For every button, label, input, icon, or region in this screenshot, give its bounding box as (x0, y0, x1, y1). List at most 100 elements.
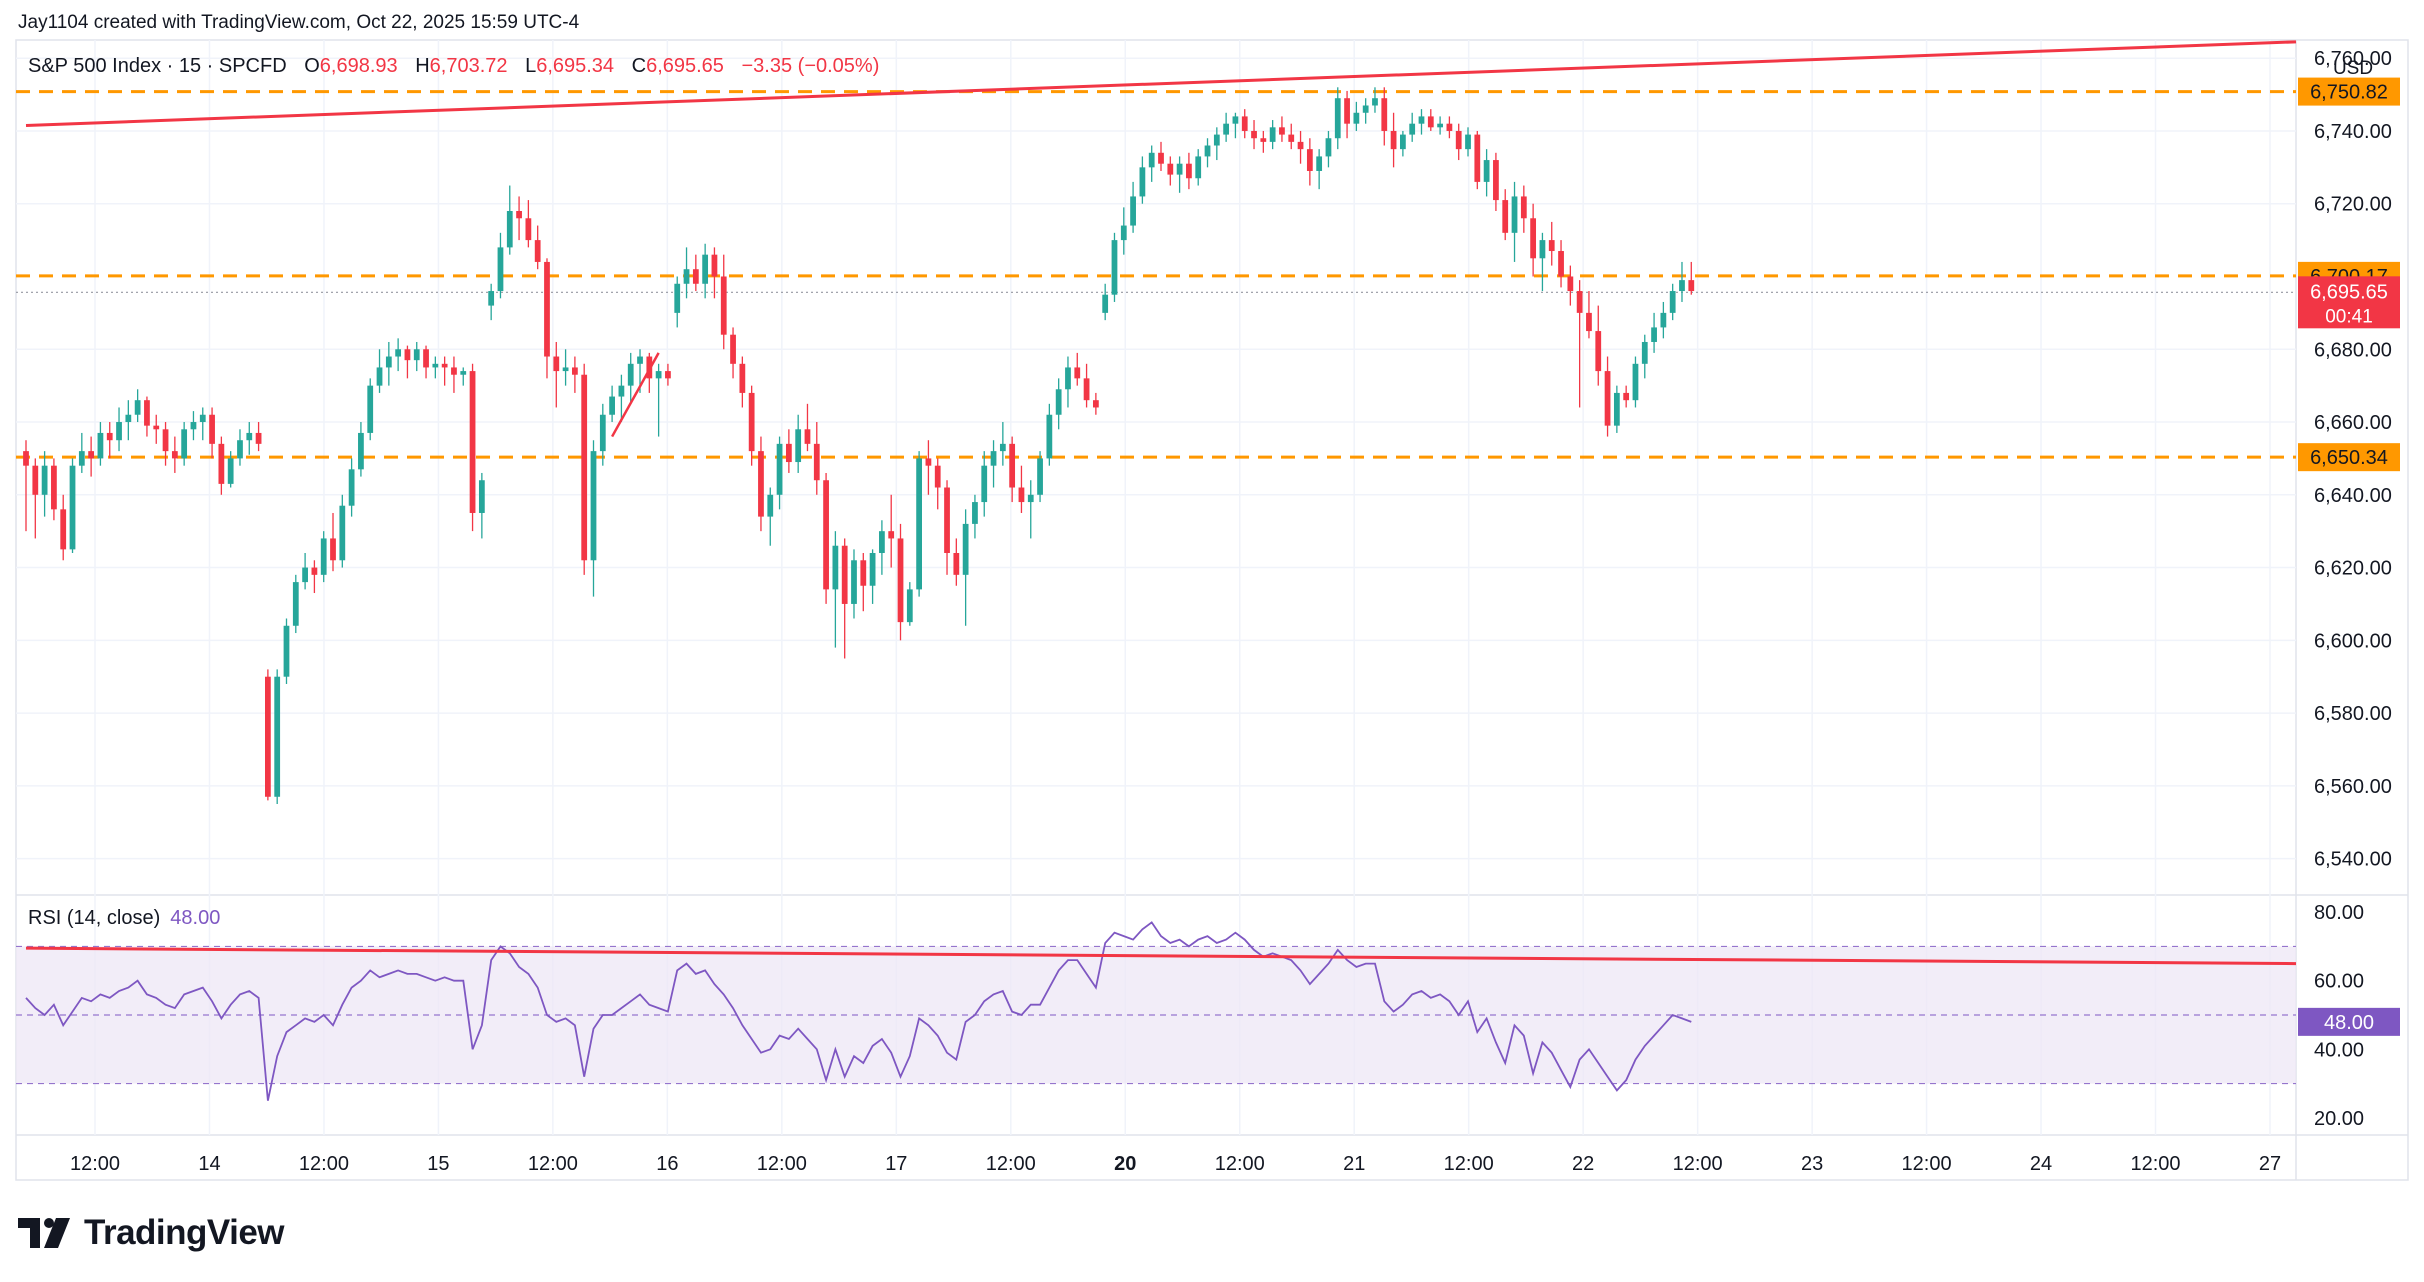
candle-body (553, 356, 560, 372)
candle-body (1130, 196, 1136, 226)
change-value: −3.35 (−0.05%) (741, 55, 880, 77)
candle-body (1055, 389, 1062, 415)
time-tick-label: 12:00 (757, 1153, 807, 1175)
high-label: H (415, 55, 430, 77)
open-label: O (304, 55, 320, 77)
candle-body (227, 458, 234, 484)
chart-border (15, 39, 2409, 1181)
candle-body (1102, 294, 1109, 313)
candle-body (292, 582, 299, 626)
candle-body (144, 400, 150, 426)
time-tick-label: 12:00 (986, 1153, 1036, 1175)
candle-body (376, 367, 383, 386)
candle-body (1539, 240, 1546, 259)
candle-body (395, 349, 402, 357)
candle-body (767, 494, 774, 517)
candle-body (1632, 363, 1639, 401)
candle-body (1474, 134, 1481, 182)
candle-body (1651, 327, 1657, 342)
close-label: C (631, 55, 647, 77)
tradingview-logo-icon (18, 1218, 70, 1248)
candle-body (1502, 200, 1509, 233)
symbol-label[interactable]: S&P 500 Index · 15 · SPCFD (28, 55, 287, 77)
candle-body (1390, 130, 1397, 150)
rsi-trendline (25, 946, 2297, 966)
candle-body (944, 487, 950, 553)
brand[interactable]: TradingView (18, 1208, 285, 1258)
candle-body (60, 509, 67, 550)
price-tick-label: 6,540.00 (2314, 849, 2392, 871)
candle-body (404, 349, 411, 361)
price-tick-label: 6,600.00 (2314, 630, 2392, 652)
candle-body (1046, 414, 1053, 459)
candle-body (1372, 98, 1378, 106)
candle-body (1251, 130, 1257, 139)
candle-body (1530, 218, 1537, 259)
time-tick-label: 20 (1114, 1153, 1136, 1175)
candle-body (1065, 367, 1071, 390)
candle-body (311, 567, 318, 575)
level-price-tag (2298, 443, 2400, 472)
candle-body (320, 538, 327, 575)
candle-body (720, 276, 727, 335)
candle-body (906, 589, 913, 623)
candle-body (488, 291, 495, 306)
price-tick-label: 6,720.00 (2314, 194, 2392, 216)
currency-button[interactable]: USD (2332, 58, 2374, 79)
candle-body (869, 553, 876, 586)
candle-body (1297, 141, 1304, 150)
candle-body (246, 432, 253, 441)
candle-body (1241, 116, 1248, 131)
candle-body (23, 451, 29, 466)
candle-body (525, 218, 532, 241)
candle-body (153, 425, 160, 430)
candle-body (302, 567, 308, 583)
candle-body (934, 465, 941, 488)
level-price-label: 6,650.34 (2310, 447, 2388, 469)
candle-body (1548, 240, 1555, 252)
candle-body (758, 451, 764, 517)
price-tick-label: 6,660.00 (2314, 412, 2392, 434)
candle-body (1669, 291, 1676, 313)
candle-body (97, 432, 104, 459)
candle-body (441, 363, 448, 368)
candle-body (1437, 123, 1443, 128)
rsi-legend: RSI (14, close) 48.00 (28, 907, 220, 930)
candle-body (1167, 163, 1174, 175)
price-tick-label: 6,580.00 (2314, 703, 2392, 725)
candle-body (1176, 163, 1183, 175)
open-value: 6,698.93 (319, 55, 398, 77)
time-tick-label: 27 (2259, 1153, 2281, 1175)
chart-credit: Jay1104 created with TradingView.com, Oc… (18, 12, 580, 33)
candle-body (1595, 331, 1602, 372)
pattern-trendline (611, 352, 660, 438)
candle-body (209, 414, 215, 444)
candle-body (1279, 127, 1285, 135)
rsi-label[interactable]: RSI (14, close) (28, 907, 161, 929)
candle-body (1334, 98, 1341, 139)
candle-body (1353, 112, 1360, 124)
candle-body (1679, 280, 1685, 292)
candle-body (1400, 134, 1406, 150)
last-price-tag (2298, 276, 2400, 329)
candle-body (748, 392, 755, 452)
candle-body (962, 523, 969, 575)
time-tick-label: 24 (2030, 1153, 2052, 1175)
candle-body (739, 363, 746, 393)
candle-body (367, 385, 374, 433)
candle-body (683, 269, 690, 284)
candle-body (832, 545, 839, 590)
candle-body (665, 371, 671, 379)
candle-body (423, 349, 429, 368)
candle-body (702, 254, 709, 284)
price-tick-label: 6,760.00 (2314, 48, 2392, 70)
candle-body (1455, 130, 1462, 150)
candle-body (1120, 225, 1127, 241)
candle-body (116, 422, 122, 441)
candle-body (618, 385, 625, 397)
candle-body (1362, 105, 1369, 113)
candle-body (581, 374, 588, 561)
candle-body (925, 458, 932, 466)
candle-body (1288, 134, 1295, 142)
